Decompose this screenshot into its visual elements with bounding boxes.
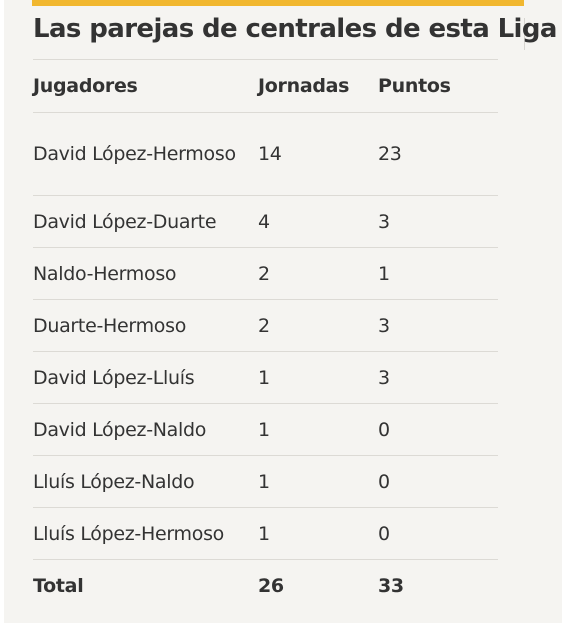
cell-jornadas: 1 [258,403,378,456]
cell-jornadas: 1 [258,351,378,404]
cell-jornadas: 14 [258,112,378,196]
cell-jugadores: Lluís López-Hermoso [33,507,258,560]
table-row: Duarte-Hermoso 2 3 [33,299,498,352]
table-row: David López-Duarte 4 3 [33,195,498,248]
cell-jugadores: David López-Duarte [33,195,258,248]
cell-jugadores: Naldo-Hermoso [33,247,258,300]
cell-jornadas: 4 [258,195,378,248]
accent-bar [32,0,524,6]
cell-puntos: 0 [378,507,498,560]
pairs-table: Jugadores Jornadas Puntos David López-He… [33,59,498,612]
cell-jugadores: Lluís López-Naldo [33,455,258,508]
title-divider [524,18,525,50]
cell-jugadores: David López-Naldo [33,403,258,456]
cell-puntos: 3 [378,351,498,404]
cell-puntos: 23 [378,112,498,196]
cell-jugadores: David López-Lluís [33,351,258,404]
table-row: David López-Lluís 1 3 [33,351,498,404]
table-row: Lluís López-Hermoso 1 0 [33,507,498,560]
cell-jornadas: 2 [258,299,378,352]
total-row: Total 26 33 [33,559,498,612]
column-header-jornadas: Jornadas [258,59,378,113]
total-label: Total [33,559,258,612]
table-row: Naldo-Hermoso 2 1 [33,247,498,300]
cell-puntos: 3 [378,299,498,352]
table-row: Lluís López-Naldo 1 0 [33,455,498,508]
cell-puntos: 1 [378,247,498,300]
cell-jugadores: David López-Hermoso [33,112,258,196]
table-row: David López-Hermoso 14 23 [33,112,498,196]
total-jornadas: 26 [258,559,378,612]
table-title: Las parejas de centrales de esta Liga [33,14,557,44]
cell-jornadas: 1 [258,507,378,560]
cell-jornadas: 1 [258,455,378,508]
total-puntos: 33 [378,559,498,612]
table-row: David López-Naldo 1 0 [33,403,498,456]
cell-puntos: 0 [378,455,498,508]
cell-jugadores: Duarte-Hermoso [33,299,258,352]
cell-jornadas: 2 [258,247,378,300]
table-card: Las parejas de centrales de esta Liga Ju… [4,0,562,623]
cell-puntos: 0 [378,403,498,456]
column-header-puntos: Puntos [378,59,498,113]
column-header-jugadores: Jugadores [33,59,258,113]
header-row: Jugadores Jornadas Puntos [33,59,498,113]
cell-puntos: 3 [378,195,498,248]
